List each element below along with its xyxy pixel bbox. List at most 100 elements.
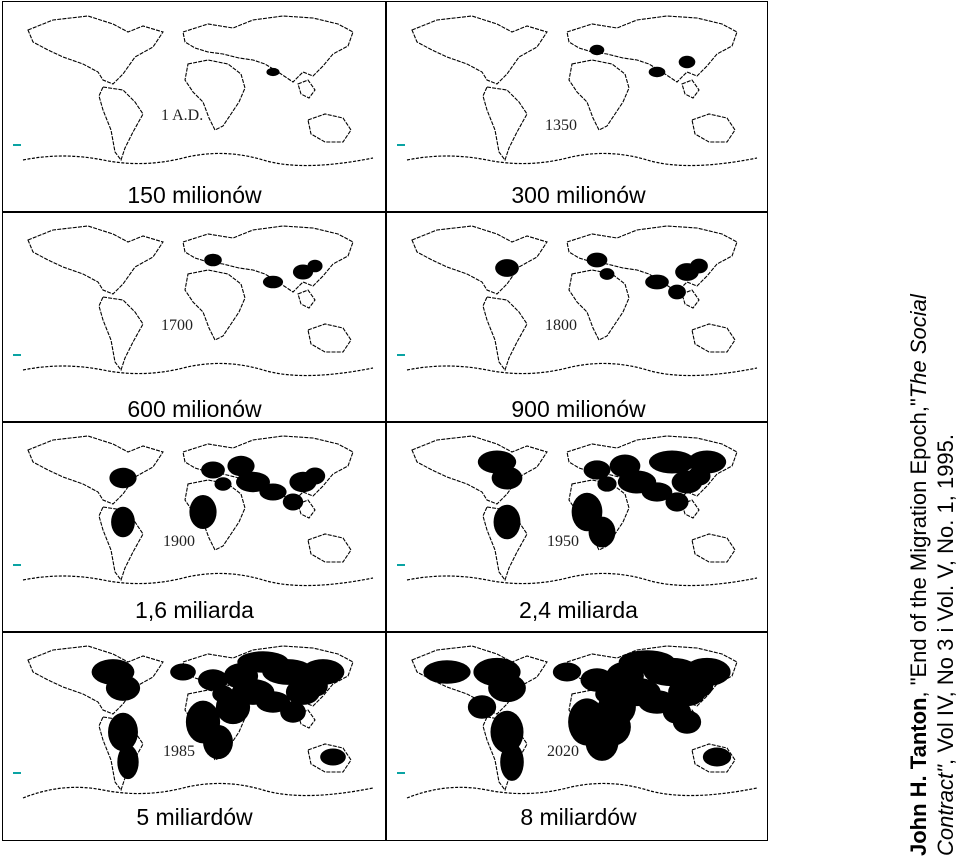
continent-outline	[98, 296, 144, 372]
continent-outline	[568, 269, 630, 341]
marker-dash	[397, 144, 405, 146]
population-density-blob	[170, 663, 196, 681]
world-map: 1900	[22, 435, 374, 587]
population-density-blob	[599, 268, 615, 280]
population-density-blob	[648, 450, 696, 474]
map-panel-1800: 1800 900 milionów	[387, 212, 770, 422]
antarctica-outline	[22, 152, 374, 167]
continent-outline	[482, 296, 528, 372]
population-density-blob	[307, 259, 323, 273]
marker-dash	[397, 772, 405, 774]
population-density-blob	[266, 67, 280, 77]
population-density-blob	[198, 669, 228, 691]
year-label: 2020	[547, 743, 579, 760]
population-density-blob	[490, 710, 524, 754]
population-density-blob	[282, 493, 304, 511]
population-density-blob	[702, 747, 732, 767]
continent-outline	[307, 323, 352, 353]
population-density-blob	[493, 504, 521, 540]
population-density-blob	[262, 275, 284, 289]
credit-line-1: John H. Tanton, "End of the Migration Ep…	[905, 0, 932, 856]
continent-outline	[681, 79, 700, 99]
marker-dash	[13, 144, 21, 146]
continent-outline	[297, 289, 316, 309]
year-label: 1900	[163, 533, 195, 550]
continent-outline	[482, 86, 528, 162]
population-density-blob	[678, 55, 696, 69]
world-map: 1 A.D.	[22, 15, 374, 167]
population-density-blob	[588, 516, 616, 548]
map-panel-1950: 1950 2,4 miliarda	[387, 422, 770, 632]
map-panel-1350: 1350 300 milionów	[387, 2, 770, 212]
continent-outline	[297, 709, 316, 729]
marker-dash	[397, 564, 405, 566]
year-label: 1985	[163, 743, 195, 760]
grid-divider-row-3	[2, 631, 768, 633]
world-map: 2020	[406, 645, 758, 799]
population-density-blob	[645, 274, 669, 290]
grid-divider-row-1	[2, 211, 768, 213]
population-density-blob	[201, 461, 225, 479]
year-label: 1950	[547, 533, 579, 550]
marker-dash	[13, 772, 21, 774]
world-map: 1700	[22, 225, 374, 377]
population-density-blob	[687, 450, 727, 474]
continent-outline	[307, 743, 352, 773]
continent-outline	[297, 79, 316, 99]
antarctica-outline	[22, 782, 374, 799]
population-density-blob	[215, 689, 251, 725]
continent-outline	[27, 645, 164, 715]
population-density-blob	[214, 477, 232, 491]
antarctica-outline	[406, 782, 758, 799]
map-panel-1900: 1900 1,6 miliarda	[3, 422, 386, 632]
grid-divider-row-2	[2, 421, 768, 423]
population-density-blob	[597, 476, 617, 492]
population-label: 150 milionów	[127, 182, 262, 208]
antarctica-outline	[406, 362, 758, 377]
population-density-blob	[111, 506, 135, 538]
continent-outline	[297, 499, 316, 519]
population-density-blob	[301, 659, 345, 685]
population-label: 300 milionów	[511, 182, 646, 208]
population-density-blob	[648, 66, 666, 78]
continent-outline	[27, 435, 164, 505]
year-label: 1350	[545, 117, 577, 134]
population-density-blob	[203, 724, 233, 760]
population-density-blob	[227, 455, 255, 477]
population-label: 8 miliardów	[520, 804, 637, 830]
continent-outline	[98, 86, 144, 162]
population-label: 600 milionów	[127, 396, 262, 422]
continent-outline	[27, 225, 164, 295]
continent-outline	[307, 113, 352, 143]
population-density-blob	[477, 450, 517, 474]
world-map: 1985	[22, 645, 374, 799]
population-density-blob	[672, 710, 702, 734]
population-density-blob	[668, 284, 686, 300]
continent-outline	[691, 743, 736, 773]
population-density-blob	[109, 467, 137, 489]
population-label: 1,6 miliarda	[135, 597, 254, 623]
population-density-blob	[583, 460, 611, 480]
continent-outline	[184, 59, 246, 131]
continent-outline	[411, 645, 548, 715]
population-density-blob	[117, 744, 139, 780]
map-panel-1700: 1700 600 milionów	[3, 212, 386, 422]
population-density-blob	[304, 467, 326, 485]
population-density-blob	[108, 712, 138, 752]
year-label: 1 A.D.	[161, 107, 203, 124]
marker-dash	[13, 354, 21, 356]
population-density-blob	[665, 492, 689, 512]
map-panel-1985: 1985 5 miliardów	[3, 632, 386, 842]
source-credit: John H. Tanton, "End of the Migration Ep…	[905, 0, 960, 856]
antarctica-outline	[406, 572, 758, 587]
credit-author: John H. Tanton	[906, 697, 931, 856]
marker-dash	[397, 354, 405, 356]
continent-outline	[691, 533, 736, 563]
population-density-blob	[91, 659, 135, 685]
credit-volume: , Vol IV, No 3 i Vol. V, No. 1, 1995.	[933, 433, 958, 766]
continent-outline	[182, 15, 354, 83]
world-map: 1950	[406, 435, 758, 587]
continent-outline	[411, 435, 548, 505]
population-density-blob	[204, 253, 222, 267]
credit-journal-b: Contract"	[933, 765, 958, 856]
